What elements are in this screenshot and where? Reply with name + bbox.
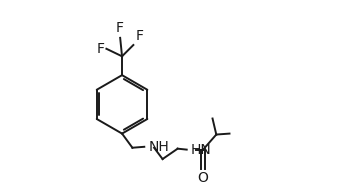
Text: O: O [198,171,208,185]
Text: NH: NH [149,140,169,154]
Text: F: F [115,21,123,35]
Text: HN: HN [191,143,212,157]
Text: F: F [135,29,143,43]
Text: F: F [96,42,104,56]
